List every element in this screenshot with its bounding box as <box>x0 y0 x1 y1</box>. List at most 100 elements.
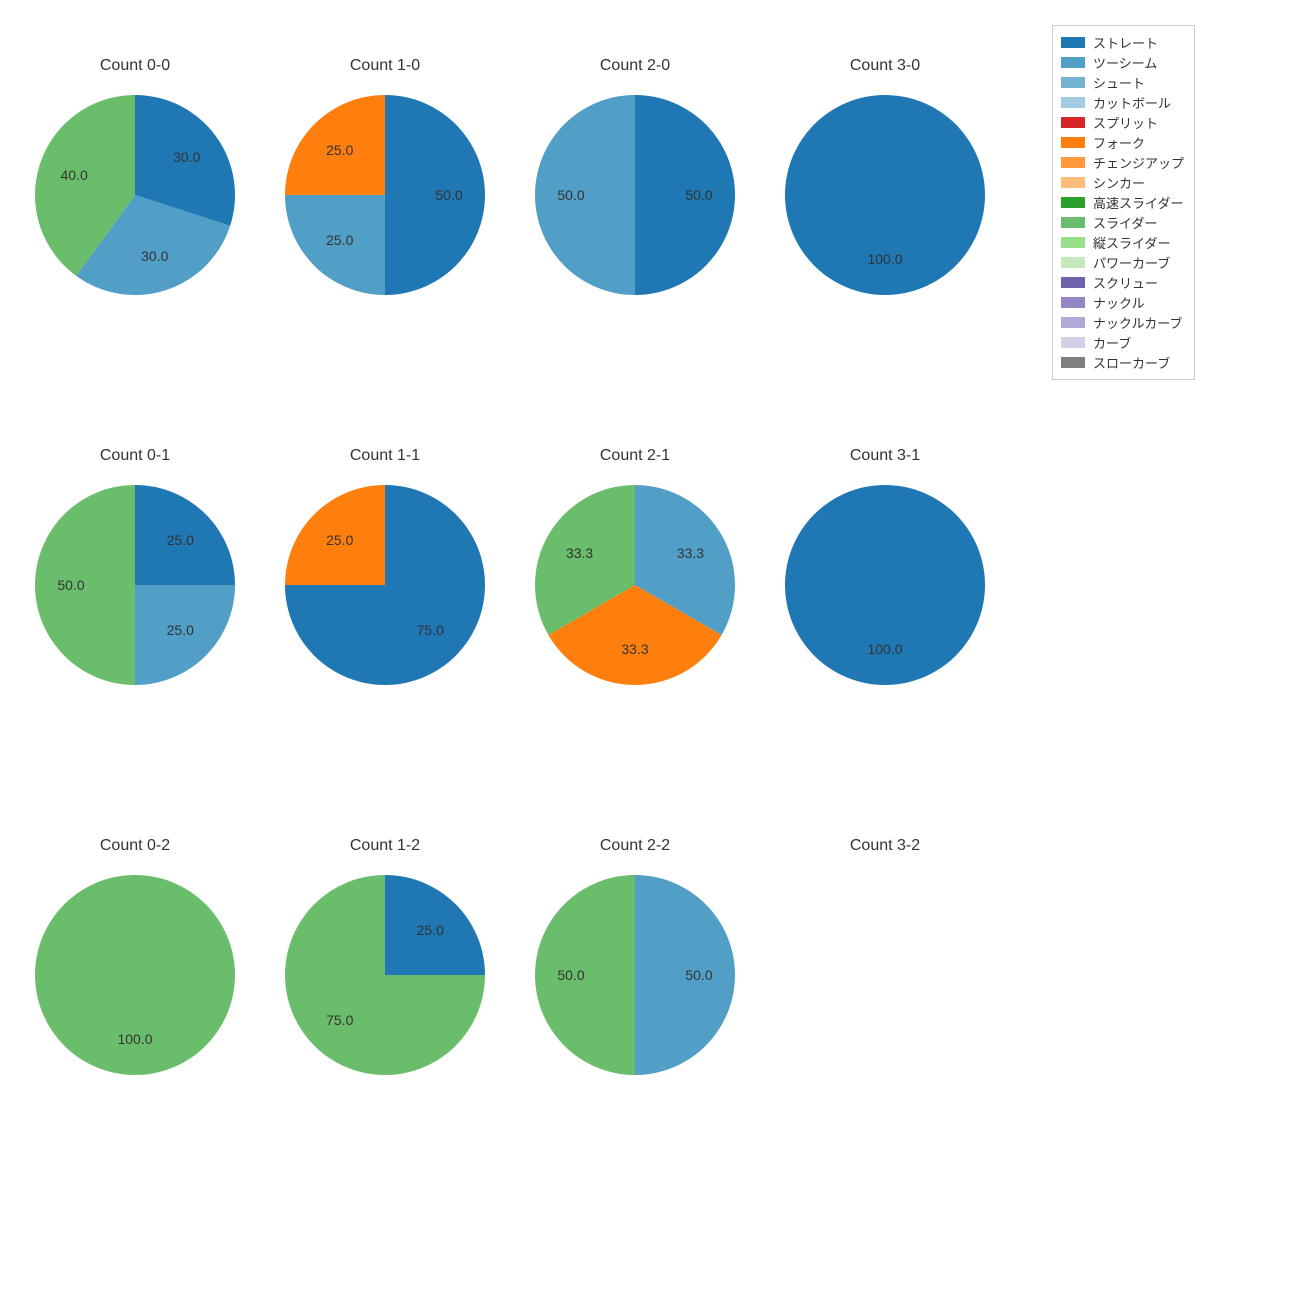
legend-swatch <box>1061 77 1085 88</box>
slice-value-label: 50.0 <box>557 967 584 983</box>
slice-value-label: 50.0 <box>435 187 462 203</box>
legend-swatch <box>1061 297 1085 308</box>
legend-swatch <box>1061 237 1085 248</box>
slice-value-label: 75.0 <box>417 622 444 638</box>
legend-swatch <box>1061 197 1085 208</box>
pie-chart: 30.030.040.0 <box>35 95 235 295</box>
legend-item: シンカー <box>1061 173 1184 192</box>
pie-panel: Count 3-0100.0 <box>780 65 990 365</box>
pie-panel: Count 1-050.025.025.0 <box>280 65 490 365</box>
legend-swatch <box>1061 277 1085 288</box>
legend-label: シンカー <box>1093 173 1145 192</box>
panel-title: Count 3-0 <box>780 57 990 75</box>
legend-swatch <box>1061 357 1085 368</box>
legend-label: パワーカーブ <box>1093 253 1170 272</box>
legend-label: スローカーブ <box>1093 353 1170 372</box>
legend-label: カットボール <box>1093 93 1171 112</box>
legend-item: 高速スライダー <box>1061 193 1184 212</box>
pie-chart: 75.0 25.0 <box>285 485 485 685</box>
pie-chart: 50.050.0 <box>535 875 735 1075</box>
legend-label: 高速スライダー <box>1093 193 1183 212</box>
legend-swatch <box>1061 177 1085 188</box>
slice-value-label: 100.0 <box>867 251 902 267</box>
pie-chart: 50.0 50.0 <box>535 95 735 295</box>
legend-item: カーブ <box>1061 333 1184 352</box>
slice-value-label: 50.0 <box>57 577 84 593</box>
pie-panel: Count 0-030.030.040.0 <box>30 65 240 365</box>
legend-swatch <box>1061 257 1085 268</box>
pie-chart: 33.333.333.3 <box>535 485 735 685</box>
pie-slice <box>535 95 635 295</box>
pie-panel: Count 0-2100.0 <box>30 845 240 1145</box>
legend-label: カーブ <box>1093 333 1131 352</box>
panel-title: Count 1-0 <box>280 57 490 75</box>
legend-label: ストレート <box>1093 33 1158 52</box>
slice-value-label: 25.0 <box>326 232 353 248</box>
panel-title: Count 2-2 <box>530 837 740 855</box>
slice-value-label: 25.0 <box>167 532 194 548</box>
legend: ストレートツーシームシュートカットボールスプリットフォークチェンジアップシンカー… <box>1052 25 1195 380</box>
legend-label: フォーク <box>1093 133 1145 152</box>
legend-swatch <box>1061 37 1085 48</box>
legend-item: スローカーブ <box>1061 353 1184 372</box>
legend-label: ナックルカーブ <box>1093 313 1182 332</box>
slice-value-label: 33.3 <box>677 545 704 561</box>
legend-swatch <box>1061 137 1085 148</box>
slice-value-label: 30.0 <box>141 248 168 264</box>
legend-item: フォーク <box>1061 133 1184 152</box>
pie-chart: 100.0 <box>785 95 985 295</box>
legend-item: パワーカーブ <box>1061 253 1184 272</box>
panel-title: Count 1-2 <box>280 837 490 855</box>
slice-value-label: 75.0 <box>326 1012 353 1028</box>
pie-panel: Count 3-2 <box>780 845 990 1145</box>
slice-value-label: 50.0 <box>685 187 712 203</box>
legend-swatch <box>1061 217 1085 228</box>
pie-panel: Count 1-225.075.0 <box>280 845 490 1145</box>
legend-label: スクリュー <box>1093 273 1158 292</box>
legend-item: 縦スライダー <box>1061 233 1184 252</box>
legend-item: ツーシーム <box>1061 53 1184 72</box>
legend-item: スライダー <box>1061 213 1184 232</box>
slice-value-label: 25.0 <box>326 142 353 158</box>
legend-item: スクリュー <box>1061 273 1184 292</box>
pie-panel: Count 1-175.025.0 <box>280 455 490 755</box>
pie-chart <box>785 875 985 1075</box>
pie-panel: Count 2-250.050.0 <box>530 845 740 1145</box>
legend-label: 縦スライダー <box>1093 233 1170 252</box>
legend-item: ストレート <box>1061 33 1184 52</box>
slice-value-label: 25.0 <box>326 532 353 548</box>
legend-label: ツーシーム <box>1093 53 1157 72</box>
legend-item: ナックル <box>1061 293 1184 312</box>
panel-title: Count 2-0 <box>530 57 740 75</box>
pie-slice <box>35 485 135 685</box>
panel-title: Count 0-1 <box>30 447 240 465</box>
legend-label: スプリット <box>1093 113 1158 132</box>
panel-title: Count 1-1 <box>280 447 490 465</box>
panel-title: Count 3-2 <box>780 837 990 855</box>
legend-item: シュート <box>1061 73 1184 92</box>
pie-chart: 100.0 <box>35 875 235 1075</box>
slice-value-label: 50.0 <box>557 187 584 203</box>
slice-value-label: 100.0 <box>117 1031 152 1047</box>
slice-value-label: 33.3 <box>621 641 648 657</box>
legend-swatch <box>1061 317 1085 328</box>
panel-title: Count 2-1 <box>530 447 740 465</box>
pie-chart: 100.0 <box>785 485 985 685</box>
legend-item: ナックルカーブ <box>1061 313 1184 332</box>
legend-label: スライダー <box>1093 213 1157 232</box>
pie-chart: 25.025.050.0 <box>35 485 235 685</box>
pie-chart: 25.0 75.0 <box>285 875 485 1075</box>
slice-value-label: 30.0 <box>173 149 200 165</box>
legend-swatch <box>1061 57 1085 68</box>
pie-panel: Count 2-133.333.333.3 <box>530 455 740 755</box>
slice-value-label: 100.0 <box>867 641 902 657</box>
slice-value-label: 25.0 <box>417 922 444 938</box>
pie-panel: Count 2-050.050.0 <box>530 65 740 365</box>
legend-swatch <box>1061 117 1085 128</box>
pie-panel: Count 0-125.025.050.0 <box>30 455 240 755</box>
legend-label: シュート <box>1093 73 1145 92</box>
legend-item: スプリット <box>1061 113 1184 132</box>
chart-grid: Count 0-030.030.040.0Count 1-050.025.025… <box>0 0 1300 1300</box>
legend-swatch <box>1061 337 1085 348</box>
legend-label: ナックル <box>1093 293 1145 312</box>
